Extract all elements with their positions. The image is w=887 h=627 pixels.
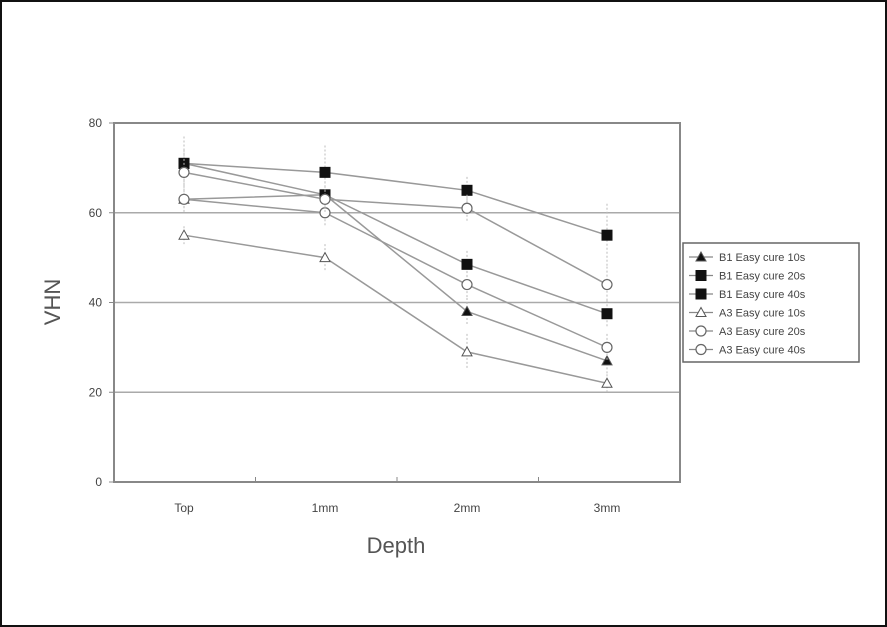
data-point-5-2: [461, 202, 473, 214]
legend-box: [682, 242, 860, 363]
series-5: [178, 158, 613, 303]
data-point-4-2: [461, 278, 473, 291]
legend: B1 Easy cure 10s B1 Easy cure 20s B1 Easy …: [682, 242, 860, 363]
series-line-1: [183, 162, 608, 315]
series-3: [178, 226, 613, 393]
data-point-3-2: [461, 345, 473, 357]
legend-marker-4: [695, 325, 707, 337]
legend-label-4: A3 Easy cure 20s: [719, 326, 806, 338]
legend-label-3: A3 Easy cure 10s: [719, 308, 806, 320]
y-tick-label-20: 20: [89, 385, 103, 399]
y-axis-ticks: 0 20 40 60 80: [89, 116, 114, 489]
data-point-0-2: [461, 305, 473, 316]
y-tick-label-80: 80: [89, 116, 103, 130]
legend-label-1: B1 Easy cure 20s: [719, 271, 806, 283]
data-point-2-2: [461, 184, 473, 196]
y-tick-label-0: 0: [95, 475, 102, 489]
grid-lines: [114, 212, 680, 393]
data-point-0-3: [601, 354, 613, 366]
data-point-5-0: [178, 166, 190, 178]
data-point-3-1: [319, 251, 331, 263]
data-point-4-0: [178, 193, 190, 205]
series-line-2: [183, 162, 608, 236]
y-tick-label-40: 40: [89, 296, 103, 310]
series-line-5: [183, 171, 608, 286]
series-line-4: [183, 198, 608, 349]
legend-marker-1: [695, 270, 707, 281]
legend-marker-5: [695, 343, 707, 356]
series-2: [178, 136, 613, 267]
legend-marker-0: [695, 250, 707, 262]
legend-label-5: A3 Easy cure 40s: [719, 345, 806, 357]
data-point-1-3: [601, 308, 613, 320]
legend-marker-2: [695, 288, 707, 300]
x-tick-label-Top: Top: [174, 501, 194, 515]
y-tick-label-60: 60: [89, 206, 103, 220]
series-4: [178, 190, 613, 361]
data-point-5-3: [601, 278, 613, 291]
data-point-2-3: [601, 229, 613, 241]
data-point-3-0: [178, 229, 190, 240]
x-axis-title: Depth: [367, 533, 426, 558]
series-0: [178, 181, 613, 375]
x-tick-label-2mm: 2mm: [454, 501, 481, 515]
data-point-2-1: [319, 166, 331, 178]
data-point-3-3: [601, 377, 613, 388]
x-axis-ticks: Top 1mm 2mm 3mm: [174, 477, 620, 515]
series-1: [178, 149, 613, 328]
series-layer: [178, 136, 613, 393]
data-point-4-3: [601, 341, 613, 353]
legend-marker-3: [695, 306, 707, 317]
data-point-5-1: [319, 193, 331, 205]
y-axis-title: VHN: [40, 279, 65, 325]
data-point-1-2: [461, 258, 473, 270]
series-line-0: [183, 194, 608, 362]
legend-label-0: B1 Easy cure 10s: [719, 252, 806, 264]
series-line-3: [183, 234, 608, 385]
legend-label-2: B1 Easy cure 40s: [719, 289, 806, 301]
x-tick-label-1mm: 1mm: [312, 501, 339, 515]
x-tick-label-3mm: 3mm: [594, 501, 621, 515]
